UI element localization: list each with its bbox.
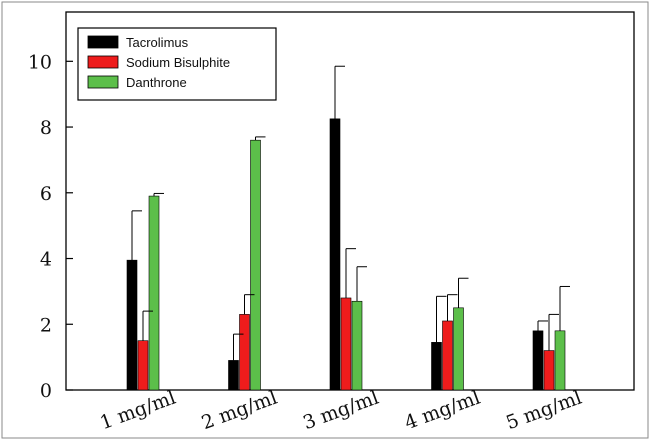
y-axis: 0 2 4 6 8 10 [28, 51, 73, 402]
x-axis: 1 mg/ml 2 mg/ml 3 mg/ml 4 mg/ml 5 mg/ml [97, 384, 585, 434]
bar-tacrolimus [329, 118, 341, 391]
bar-sodium-bisulphite [442, 320, 453, 391]
y-tick-label: 4 [40, 249, 52, 271]
legend-label: Sodium Bisulphite [126, 55, 230, 70]
bar-sodium-bisulphite [543, 350, 555, 391]
bar-danthrone [250, 139, 261, 391]
x-tick-label: 1 mg/ml [97, 387, 179, 435]
x-tick-label: 2 mg/ml [199, 387, 281, 435]
bars-group [126, 118, 566, 391]
legend-swatch [87, 55, 119, 69]
bar-sodium-bisulphite [239, 314, 250, 391]
error-bars-group [131, 65, 570, 361]
legend-swatch [87, 35, 119, 49]
bar-danthrone [148, 195, 160, 391]
bar-tacrolimus [126, 259, 138, 391]
bar-tacrolimus [431, 342, 442, 391]
legend-label: Tacrolimus [126, 35, 189, 50]
bar-sodium-bisulphite [340, 297, 352, 391]
bar-danthrone [351, 300, 363, 391]
y-tick-label: 10 [28, 51, 52, 73]
y-tick-label: 8 [40, 117, 52, 139]
bar-sodium-bisulphite [137, 340, 149, 391]
x-tick-label: 4 mg/ml [402, 387, 484, 435]
bar-danthrone [453, 307, 464, 391]
bar-tacrolimus [532, 330, 544, 391]
y-tick-label: 0 [40, 380, 52, 402]
y-tick-label: 6 [40, 183, 52, 205]
bar-tacrolimus [228, 360, 239, 391]
x-tick-label: 5 mg/ml [503, 387, 585, 435]
legend-label: Danthrone [126, 75, 187, 90]
y-tick-label: 2 [40, 314, 52, 336]
bar-danthrone [554, 330, 566, 391]
legend: Tacrolimus Sodium Bisulphite Danthrone [77, 27, 277, 101]
x-tick-label: 3 mg/ml [300, 387, 382, 435]
legend-swatch [87, 75, 119, 89]
